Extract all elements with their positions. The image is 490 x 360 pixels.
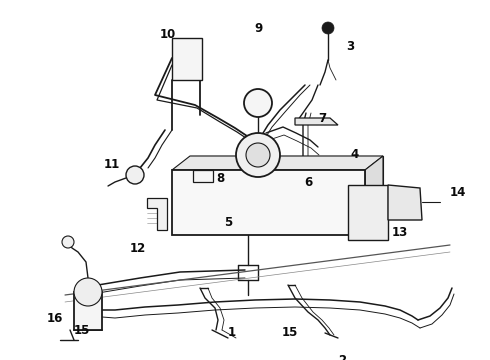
Circle shape [74, 278, 102, 306]
Text: 4: 4 [351, 148, 359, 162]
Text: 7: 7 [318, 112, 326, 125]
Text: 12: 12 [130, 242, 146, 255]
Text: 1: 1 [228, 325, 236, 338]
Text: 3: 3 [346, 40, 354, 53]
Circle shape [62, 236, 74, 248]
Polygon shape [190, 156, 383, 221]
Polygon shape [172, 170, 365, 235]
Polygon shape [147, 198, 167, 230]
Text: 15: 15 [74, 324, 90, 337]
Polygon shape [172, 156, 383, 170]
Polygon shape [295, 118, 338, 125]
Text: 16: 16 [47, 311, 63, 324]
Bar [74, 292, 102, 330]
Text: 9: 9 [254, 22, 262, 35]
Circle shape [244, 89, 272, 117]
Bar [172, 38, 202, 80]
Text: 6: 6 [304, 175, 312, 189]
Polygon shape [365, 156, 383, 235]
Text: 15: 15 [282, 325, 298, 338]
Bar [193, 170, 213, 182]
Text: 2: 2 [338, 354, 346, 360]
Text: 5: 5 [224, 216, 232, 229]
Text: 10: 10 [160, 28, 176, 41]
Text: 13: 13 [392, 225, 408, 238]
Polygon shape [388, 185, 422, 220]
Text: 14: 14 [450, 185, 466, 198]
Polygon shape [348, 185, 388, 240]
Text: 8: 8 [216, 171, 224, 184]
Text: 11: 11 [104, 158, 120, 171]
Circle shape [236, 133, 280, 177]
Circle shape [126, 166, 144, 184]
Circle shape [322, 22, 334, 34]
Circle shape [246, 143, 270, 167]
